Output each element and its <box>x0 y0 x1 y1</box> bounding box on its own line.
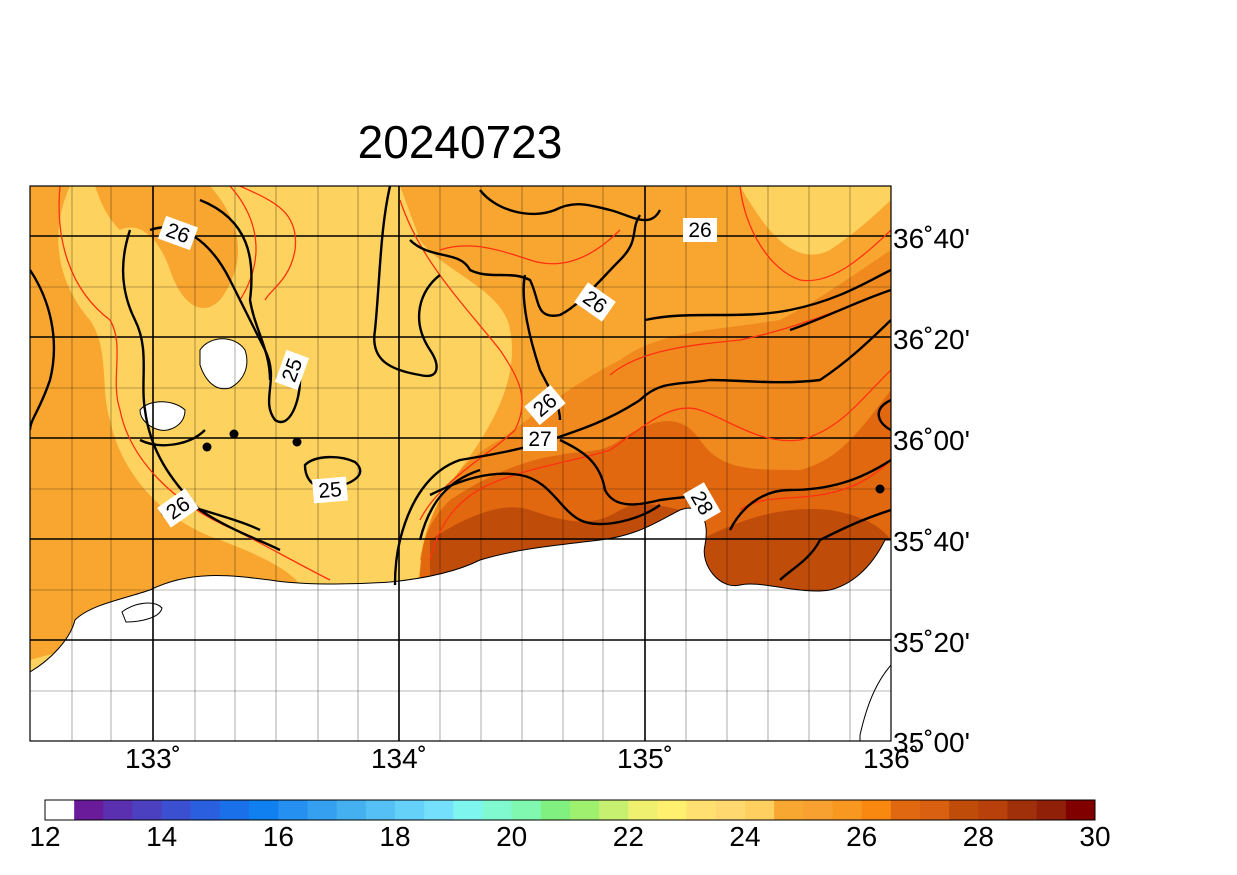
colorbar-tick-label: 26 <box>846 821 877 852</box>
lon-axis: 133˚ 134˚ 135˚ 136˚ <box>125 743 919 774</box>
colorbar-swatch <box>861 800 892 820</box>
colorbar-tick-label: 18 <box>379 821 410 852</box>
sst-band-26-27-northwest <box>95 186 239 309</box>
lake-nakaumi <box>121 602 163 623</box>
colorbar-frame <box>44 799 1096 821</box>
colorbar-swatch <box>686 800 717 820</box>
colorbar-tick-label: 22 <box>613 821 644 852</box>
lat-label: 35˚40' <box>893 526 970 557</box>
colorbar-swatch <box>249 800 279 820</box>
colorbar-ticks: 12 14 16 18 20 22 24 26 28 30 <box>29 821 1110 852</box>
lat-label: 35˚20' <box>893 627 970 658</box>
colorbar-swatch <box>832 800 863 820</box>
lon-label: 134˚ <box>371 743 427 774</box>
colorbar-swatch <box>745 800 775 820</box>
peninsula-east <box>859 664 891 741</box>
station-marker <box>202 442 212 452</box>
map-frame <box>29 185 892 742</box>
colorbar <box>45 800 1096 820</box>
colorbar-swatch <box>395 800 425 820</box>
colorbar-swatch <box>949 800 979 820</box>
colorbar-tick-label: 24 <box>729 821 760 852</box>
colorbar-swatch <box>715 800 746 820</box>
colorbar-swatch <box>890 800 921 820</box>
colorbar-swatch <box>511 800 542 820</box>
colorbar-swatch <box>220 800 250 820</box>
isotherms-integer <box>30 186 891 586</box>
graticule <box>30 186 891 741</box>
sst-band-26-27-west <box>30 186 300 660</box>
colorbar-swatch <box>599 800 629 820</box>
colorbar-swatch <box>570 800 600 820</box>
colorbar-swatch <box>103 800 133 820</box>
lat-label: 36˚40' <box>893 223 970 254</box>
colorbar-tick-label: 16 <box>263 821 294 852</box>
lat-axis: 36˚40' 36˚20' 36˚00' 35˚40' 35˚20' 35˚00… <box>893 223 970 758</box>
colorbar-swatch <box>978 800 1008 820</box>
colorbar-swatch <box>190 800 221 820</box>
lon-label: 133˚ <box>125 743 181 774</box>
sst-band-29-30-east <box>700 509 891 600</box>
colorbar-swatch <box>74 800 104 820</box>
map-title: 20240723 <box>358 116 563 168</box>
sst-map: 26 26 26 25 26 27 25 26 28 <box>30 186 891 741</box>
colorbar-swatch <box>365 800 396 820</box>
colorbar-swatch <box>453 800 483 820</box>
isotherms-half-degree <box>58 186 891 581</box>
station-marker <box>875 484 885 494</box>
colorbar-swatch <box>1065 800 1096 820</box>
colorbar-tick-label: 20 <box>496 821 527 852</box>
colorbar-swatch <box>278 800 308 820</box>
lat-label: 35˚00' <box>893 727 970 758</box>
colorbar-swatch <box>482 800 513 820</box>
contour-label: 25 <box>317 478 342 503</box>
contour-label: 26 <box>688 219 711 242</box>
colorbar-swatch <box>628 800 658 820</box>
colorbar-swatch <box>920 800 950 820</box>
colorbar-tick-label: 14 <box>146 821 177 852</box>
lat-label: 36˚00' <box>893 425 970 456</box>
lon-label: 135˚ <box>617 743 673 774</box>
colorbar-swatch <box>307 800 338 820</box>
colorbar-swatch <box>132 800 163 820</box>
colorbar-tick-label: 28 <box>963 821 994 852</box>
station-marker <box>229 429 239 439</box>
contour-label: 27 <box>528 428 551 451</box>
contour-labels: 26 26 26 25 26 27 25 26 28 <box>157 215 721 528</box>
colorbar-swatch <box>45 800 75 820</box>
station-marker <box>292 437 302 447</box>
lat-label: 36˚20' <box>893 324 970 355</box>
colorbar-tick-label: 12 <box>29 821 60 852</box>
colorbar-swatch <box>774 800 804 820</box>
colorbar-swatch <box>1036 800 1067 820</box>
colorbar-swatch <box>803 800 833 820</box>
colorbar-swatch <box>1007 800 1038 820</box>
colorbar-swatch <box>657 800 688 820</box>
colorbar-swatch <box>336 800 367 820</box>
colorbar-swatch <box>161 800 192 820</box>
colorbar-swatch <box>424 800 454 820</box>
colorbar-tick-label: 30 <box>1079 821 1110 852</box>
colorbar-swatch <box>540 800 571 820</box>
lon-label: 136˚ <box>863 743 919 774</box>
